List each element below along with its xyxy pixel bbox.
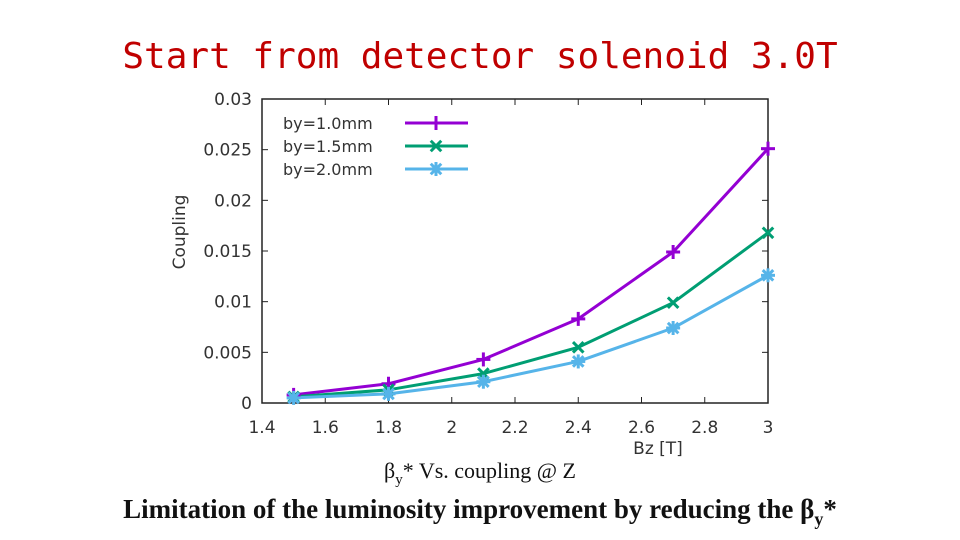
- footer-beta: β: [800, 494, 815, 524]
- series-2-point-stroke: [761, 226, 775, 240]
- legend-marker-2: [429, 139, 443, 153]
- legend-marker-3: [429, 162, 443, 176]
- chart-caption: βy* Vs. coupling @ Z: [0, 458, 960, 488]
- x-tick-label: 1.6: [312, 418, 339, 438]
- y-tick-label: 0.015: [203, 242, 252, 262]
- footer-text: Limitation of the luminosity improvement…: [123, 494, 801, 524]
- legend-label-1: by=1.0mm: [283, 114, 373, 133]
- series-3-point: [761, 268, 775, 283]
- series-3-point-stroke: [382, 387, 395, 401]
- footer-star: *: [823, 494, 837, 524]
- series-1-point: [571, 311, 586, 326]
- x-axis-label: Bz [T]: [633, 439, 683, 459]
- series-1-point: [761, 141, 775, 156]
- series-2-point-stroke: [571, 340, 585, 354]
- y-axis-label: Coupling: [170, 195, 190, 270]
- series-2-point-stroke: [666, 296, 680, 309]
- x-tick-label: 1.8: [375, 418, 402, 438]
- slide-title: Start from detector solenoid 3.0T: [122, 36, 838, 77]
- series-3-point-stroke: [287, 391, 300, 405]
- series-line-2: [293, 231, 769, 399]
- series-line-1: [293, 147, 770, 397]
- x-tick-label: 2.6: [628, 418, 655, 438]
- x-tick-label: 2.8: [691, 418, 718, 438]
- series-1-point: [666, 245, 681, 260]
- legend-marker-1: [429, 116, 443, 130]
- series-2-point: [571, 340, 585, 354]
- y-tick-label: 0: [241, 394, 252, 414]
- y-tick-label: 0.03: [214, 90, 252, 110]
- caption-text: * Vs. coupling @ Z: [402, 458, 576, 483]
- series-3-point: [286, 390, 301, 405]
- y-tick-label: 0.02: [214, 191, 252, 211]
- series-1-point: [476, 352, 491, 367]
- series-3-point-stroke: [571, 355, 585, 368]
- series-line-3: [293, 274, 769, 400]
- y-tick-label: 0.01: [214, 293, 252, 313]
- series-3-point-stroke: [666, 321, 680, 335]
- caption-beta-subscript: y: [395, 472, 403, 488]
- series-3-point: [476, 374, 491, 389]
- slide-footer: Limitation of the luminosity improvement…: [0, 494, 960, 529]
- x-tick-label: 2.2: [501, 418, 528, 438]
- series-3-point: [666, 321, 681, 336]
- x-tick-label: 2: [446, 418, 457, 438]
- x-tick-label: 3: [763, 418, 774, 438]
- series-2-point: [666, 296, 680, 309]
- y-tick-label: 0.005: [203, 343, 252, 363]
- legend-marker-3-stroke: [429, 162, 443, 176]
- legend-label-3: by=2.0mm: [283, 160, 373, 179]
- series-3-point-stroke: [761, 269, 775, 282]
- legend-marker-2-stroke: [429, 139, 443, 153]
- series-3-point: [571, 354, 586, 369]
- x-tick-label: 2.4: [565, 418, 592, 438]
- series-3-point-stroke: [477, 375, 490, 389]
- x-tick-label: 1.4: [248, 418, 275, 438]
- legend-label-2: by=1.5mm: [283, 137, 373, 156]
- y-tick-label: 0.025: [203, 141, 252, 161]
- caption-beta: β: [384, 458, 396, 483]
- footer-beta-subscript: y: [814, 509, 824, 529]
- series-3-point: [381, 386, 396, 401]
- series-2-point: [761, 226, 775, 240]
